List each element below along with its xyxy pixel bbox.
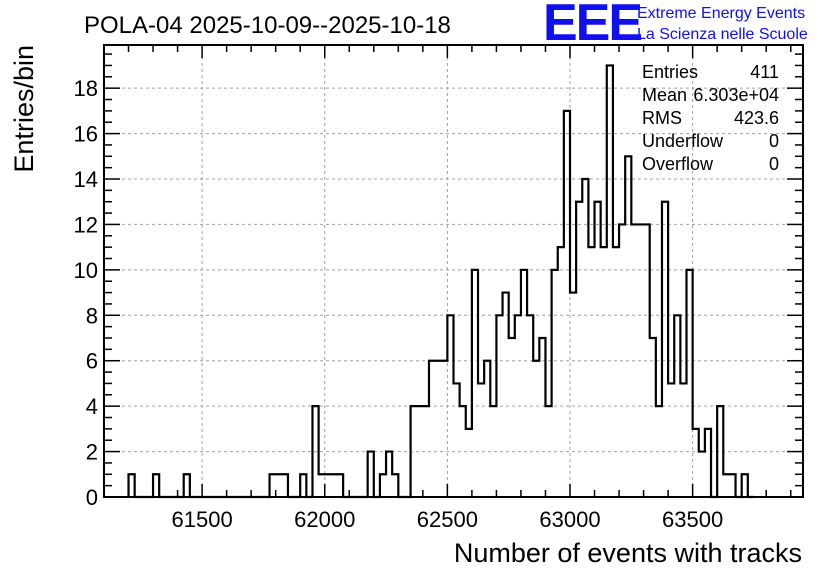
stat-value: 423.6 bbox=[734, 108, 779, 128]
y-tick-label: 10 bbox=[74, 258, 98, 283]
tick-labels: 61500 62000 62500 63000 63500 0 2 4 6 8 10 12 14 16 18 bbox=[74, 76, 724, 532]
histogram-bin bbox=[558, 247, 564, 497]
histogram-bin bbox=[319, 474, 325, 497]
y-tick-label: 14 bbox=[74, 167, 98, 192]
x-tick-label: 63500 bbox=[662, 507, 723, 532]
histogram-bin bbox=[441, 361, 447, 497]
logo-line-1: Extreme Energy Events bbox=[637, 5, 805, 22]
stat-label: Underflow bbox=[642, 131, 724, 151]
stat-value: 0 bbox=[769, 131, 779, 151]
x-tick-label: 63000 bbox=[539, 507, 600, 532]
logo-line-2: La Scienza nelle Scuole bbox=[637, 26, 808, 43]
eee-logo-mark: EEE bbox=[543, 0, 641, 52]
histogram-bin bbox=[509, 338, 515, 497]
stats-box: Entries 411 Mean 6.303e+04 RMS 423.6 Underflow… bbox=[642, 62, 779, 174]
stat-value: 6.303e+04 bbox=[693, 85, 779, 105]
y-tick-label: 8 bbox=[86, 303, 98, 328]
histogram-bin bbox=[588, 247, 594, 497]
x-tick-label: 61500 bbox=[172, 507, 233, 532]
histogram-bin bbox=[533, 361, 539, 497]
y-tick-label: 6 bbox=[86, 349, 98, 374]
axis-ticks bbox=[103, 45, 803, 498]
y-tick-label: 16 bbox=[74, 122, 98, 147]
stat-value: 0 bbox=[769, 154, 779, 174]
y-tick-label: 4 bbox=[86, 394, 98, 419]
histogram-bin bbox=[331, 474, 337, 497]
histogram-bin bbox=[668, 383, 674, 497]
y-tick-label: 18 bbox=[74, 76, 98, 101]
stat-label: Overflow bbox=[642, 154, 714, 174]
histogram-bin bbox=[723, 474, 729, 497]
y-axis-title: Entries/bin bbox=[9, 45, 39, 173]
histogram-bin bbox=[699, 452, 705, 497]
grid-lines bbox=[104, 45, 803, 497]
histogram-bin bbox=[435, 361, 441, 497]
y-tick-label: 2 bbox=[86, 440, 98, 465]
x-axis-title: Number of events with tracks bbox=[454, 538, 802, 568]
histogram-bin bbox=[570, 293, 576, 497]
x-tick-label: 62500 bbox=[417, 507, 478, 532]
chart-title: POLA-04 2025-10-09--2025-10-18 bbox=[84, 12, 451, 39]
y-tick-label: 12 bbox=[74, 212, 98, 237]
eee-logo: EEE Extreme Energy Events La Scienza nel… bbox=[543, 0, 808, 52]
histogram-bin bbox=[680, 383, 686, 497]
histogram-bin bbox=[601, 247, 607, 497]
y-tick-label: 0 bbox=[86, 485, 98, 510]
stat-value: 411 bbox=[750, 62, 779, 82]
histogram-bin bbox=[613, 247, 619, 497]
x-tick-label: 62000 bbox=[294, 507, 355, 532]
plot-frame bbox=[103, 44, 804, 498]
histogram-bin bbox=[325, 474, 331, 497]
stat-label: Mean bbox=[642, 85, 687, 105]
stat-label: Entries bbox=[642, 62, 698, 82]
stat-label: RMS bbox=[642, 108, 682, 128]
histogram-bin bbox=[276, 474, 282, 497]
histogram-bin bbox=[478, 383, 484, 497]
histogram-bin bbox=[466, 429, 472, 497]
